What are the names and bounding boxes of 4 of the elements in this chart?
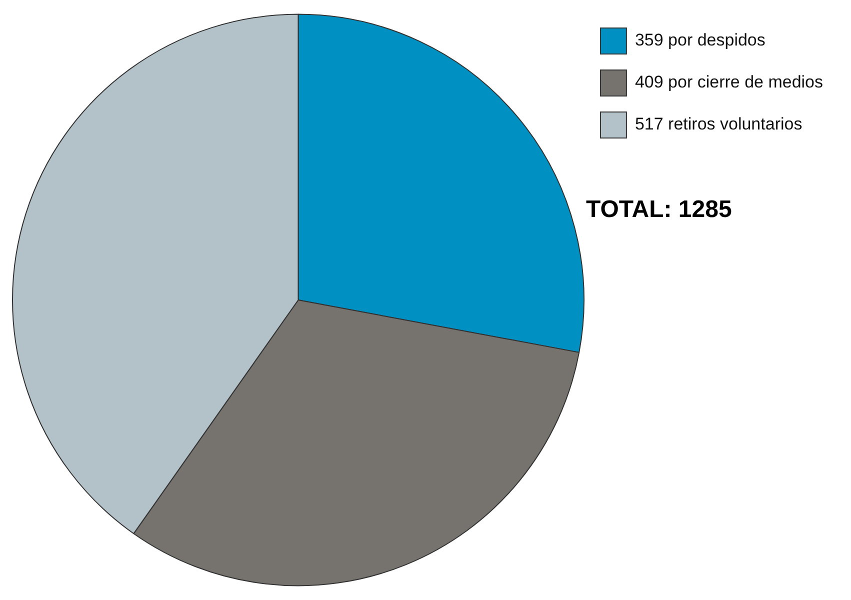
legend-label: 409 por cierre de medios [634, 72, 823, 92]
legend-label: 517 retiros voluntarios [634, 114, 802, 134]
legend-label: 359 por despidos [634, 30, 766, 50]
text: TOTAL: 1285 [586, 196, 732, 224]
